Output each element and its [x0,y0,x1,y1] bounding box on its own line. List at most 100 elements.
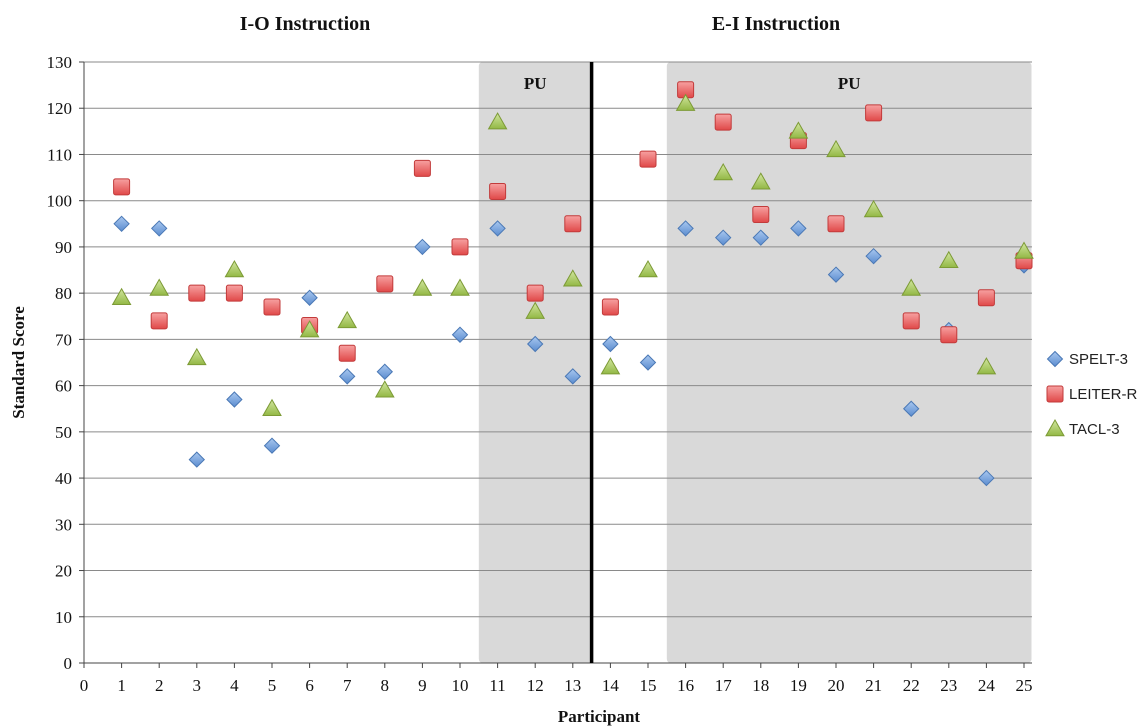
diamond-point [677,220,694,237]
triangle-point [600,357,621,375]
triangle-point [412,278,433,296]
section-title-ei: E-I Instruction [712,13,840,35]
diamond-point [564,368,582,385]
triangle-point [186,347,207,366]
diamond-point [752,229,770,246]
y-axis-title: Standard Score [9,306,28,419]
y-tick-label: 50 [55,423,72,442]
triangle-point [487,112,508,130]
triangle-point [525,301,546,319]
triangle-point [262,398,282,416]
x-tick-label: 2 [155,676,164,695]
triangle-point [638,260,658,278]
y-tick-label: 0 [64,654,73,673]
square-point [376,275,394,293]
square-point [526,284,544,302]
x-tick-label: 1 [117,676,126,695]
legend-square-icon [1046,385,1064,403]
x-tick-label: 15 [640,676,657,695]
triangle-point [863,199,884,218]
shaded-region-2 [666,62,1032,663]
y-tick-label: 60 [55,377,72,396]
x-tick-label: 4 [230,676,239,695]
x-tick-label: 11 [489,676,505,695]
x-tick-label: 12 [527,676,544,695]
x-tick-label: 3 [193,676,202,695]
x-tick-label: 6 [305,676,314,695]
y-tick-label: 20 [55,562,72,581]
x-tick-label: 18 [752,676,769,695]
x-tick-label: 7 [343,676,352,695]
square-point [413,159,431,177]
x-tick-label: 9 [418,676,427,695]
y-tick-label: 80 [55,284,72,303]
square-point [489,182,507,200]
triangle-point [788,121,809,139]
diamond-point [714,229,732,246]
section-title-io: I-O Instruction [240,13,371,35]
diamond-point [150,220,168,237]
x-tick-label: 21 [865,676,882,695]
square-point [150,312,168,330]
square-point [639,150,657,168]
diamond-point [263,437,281,454]
legend-triangle-icon [1045,418,1065,437]
diamond-point [865,247,882,265]
y-tick-label: 30 [55,515,72,534]
diamond-point [338,368,356,385]
x-tick-label: 14 [602,676,620,695]
y-tick-label: 90 [55,238,72,257]
triangle-point [149,278,170,296]
legend-label: SPELT-3 [1069,351,1128,368]
y-tick-label: 40 [55,469,72,488]
diamond-point [827,266,845,283]
x-tick-label: 25 [1016,676,1033,695]
triangle-point [111,287,132,306]
diamond-point [489,220,506,237]
triangle-point [224,260,245,278]
x-axis-title: Participant [558,707,640,726]
triangle-point [450,278,470,296]
x-tick-label: 22 [903,676,920,695]
square-point [865,104,883,122]
triangle-point [901,278,922,296]
square-point [188,284,206,302]
triangle-point [675,93,696,111]
triangle-point [938,250,959,269]
square-point [338,344,356,362]
diamond-point [902,400,920,417]
square-point [940,326,958,344]
x-tick-label: 24 [978,676,996,695]
triangle-point [374,380,395,398]
diamond-point [602,335,619,353]
legend-label: TACL-3 [1069,421,1120,438]
y-tick-label: 10 [55,608,72,627]
diamond-point [414,238,431,256]
x-tick-label: 16 [677,676,694,695]
y-tick-label: 110 [47,145,72,164]
triangle-point [337,310,358,329]
triangle-point [976,357,997,375]
square-point [977,289,995,307]
diamond-point [790,220,807,237]
triangle-point [713,162,734,181]
square-point [714,113,732,131]
x-tick-label: 0 [80,676,89,695]
diamond-point [188,451,206,468]
square-point [564,215,582,233]
square-point [113,178,131,196]
triangle-point [299,320,320,338]
y-tick-label: 100 [47,192,73,211]
diamond-point [113,215,130,233]
y-tick-label: 130 [47,53,73,72]
diamond-point [226,391,243,408]
triangle-point [750,172,771,190]
x-tick-label: 8 [381,676,390,695]
shaded-region-label-1: PU [524,74,547,93]
legend-label: LEITER-R [1069,386,1138,403]
square-point [225,284,243,302]
square-point [263,298,281,316]
shaded-region-1 [478,62,592,663]
x-tick-label: 17 [715,676,733,695]
square-point [752,206,770,224]
